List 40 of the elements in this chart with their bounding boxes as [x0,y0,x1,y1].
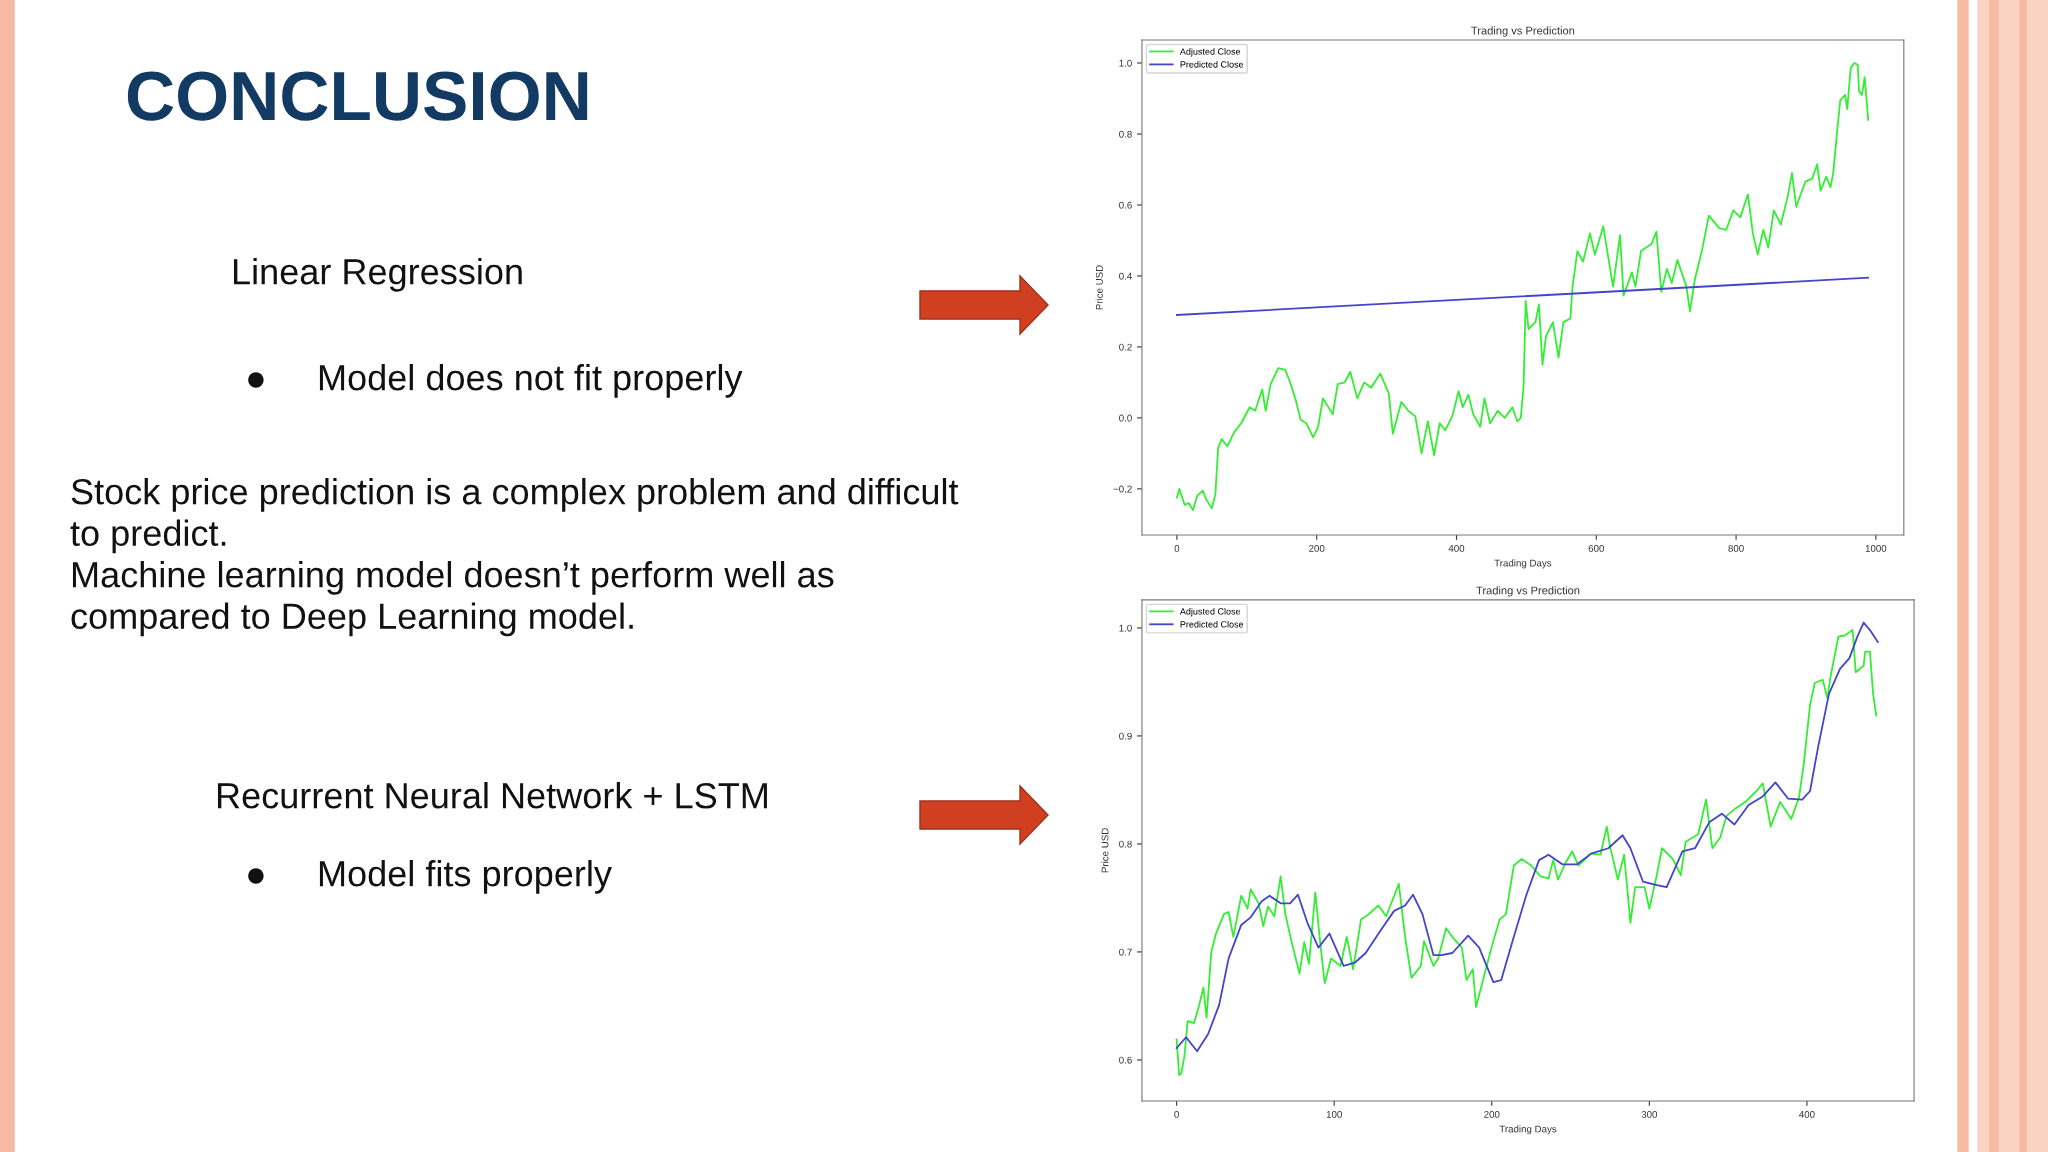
x-tick-label: 800 [1728,544,1744,552]
y-tick-label: 0.0 [1119,414,1132,422]
y-tick-label: 0.9 [1119,732,1132,740]
x-tick-label: 0 [1174,544,1180,552]
y-axis-title: Price USD [1101,828,1109,873]
legend-label: Predicted Close [1180,61,1244,68]
x-tick-label: 0 [1174,1110,1179,1118]
y-tick-label: 0.6 [1119,1056,1132,1064]
x-tick-label: 300 [1641,1110,1658,1118]
y-axis-title: Price USD [1095,265,1103,310]
x-tick-label: 400 [1448,544,1465,552]
x-axis-title: Trading Days [1494,559,1552,569]
text: Linear Regression [233,258,522,292]
y-tick-label: 0.7 [1119,948,1132,956]
y-tick-label: 0.8 [1119,130,1132,138]
x-tick-label: 200 [1309,544,1325,552]
text: ● Model does not fit properly [248,364,743,398]
x-tick-label: 600 [1588,544,1605,552]
legend-label: Predicted Close [1180,620,1244,628]
text: ● Model fits properly [248,860,612,894]
text: Recurrent Neural Network + LSTM [217,782,767,809]
y-tick-label: 1.0 [1119,59,1132,67]
text: Stock price prediction is a complex problem and difficult to predict. Machine learning model doesn’t perform well as compared to Deep Learning model. [70,478,959,637]
x-tick-label: 400 [1799,1110,1815,1118]
x-tick-label: 200 [1484,1110,1500,1118]
x-tick-label: 1000 [1865,544,1887,552]
legend-label: Adjusted Close [1179,48,1241,57]
legend-label: Adjusted Close [1179,607,1241,617]
text: CONCLUSION [127,71,588,121]
y-tick-label: 0.6 [1119,201,1132,209]
line-series [1176,62,1870,512]
y-tick-label: 1.0 [1119,624,1132,632]
y-tick-label: −0.2 [1113,485,1132,493]
x-tick-label: 100 [1326,1110,1342,1118]
y-tick-label: 0.4 [1119,272,1132,280]
chart-title: Trading vs Prediction [1471,26,1575,37]
x-axis-title: Trading Days [1499,1125,1557,1135]
y-tick-label: 0.2 [1119,343,1132,351]
y-tick-label: 0.8 [1119,840,1132,848]
chart-title: Trading vs Prediction [1476,586,1580,597]
